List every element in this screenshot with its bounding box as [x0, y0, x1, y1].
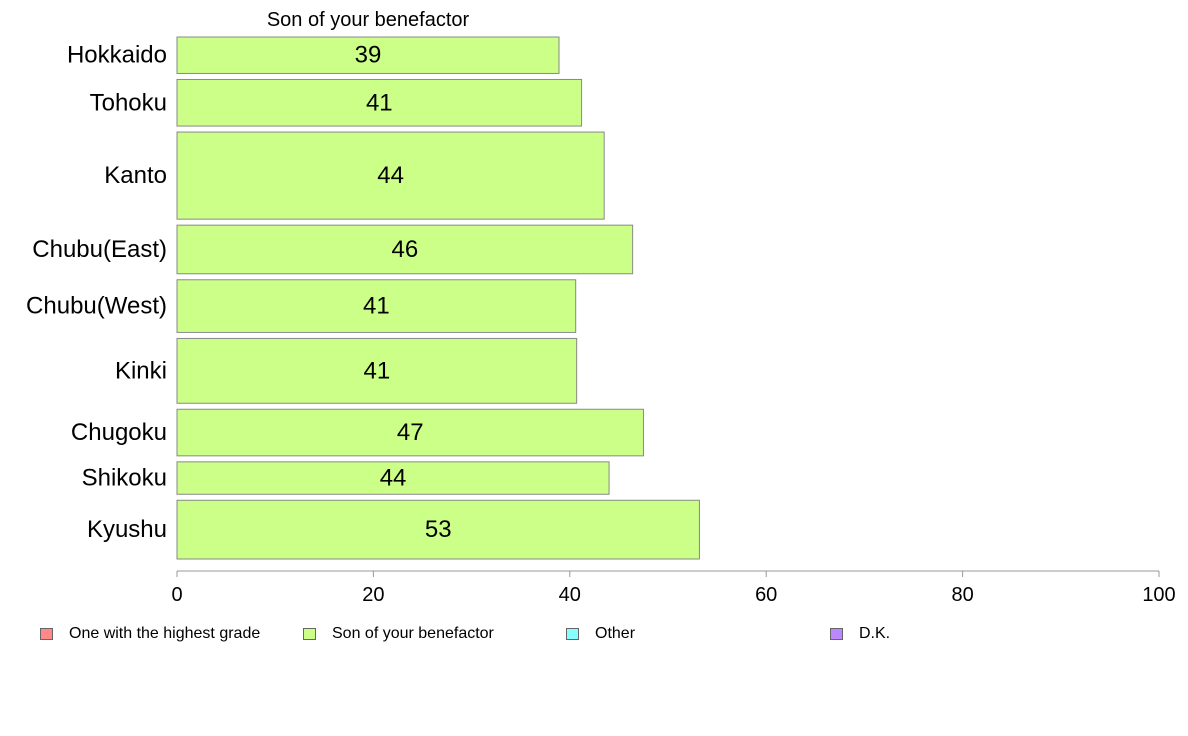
- x-tick-label-20: 20: [362, 584, 384, 606]
- category-label-shikoku: Shikoku: [82, 465, 167, 492]
- data-label-shikoku: 44: [380, 465, 407, 492]
- category-label-chugoku: Chugoku: [71, 419, 167, 446]
- bar-hokkaido: [176, 36, 560, 74]
- data-label-tohoku: 41: [366, 89, 393, 116]
- legend-label-highest-grade: One with the highest grade: [69, 625, 261, 642]
- legend-item-dk: D.K.: [830, 622, 890, 646]
- data-label-hokkaido: 39: [355, 42, 382, 69]
- legend-swatch-son-of-benefactor: [303, 628, 316, 640]
- category-label-chubu-west: Chubu(West): [26, 293, 167, 320]
- bar-kanto: [176, 131, 605, 220]
- x-tick-label-40: 40: [559, 584, 581, 606]
- data-label-kinki: 41: [363, 357, 390, 384]
- legend-swatch-other: [566, 628, 579, 640]
- x-tick-label-80: 80: [951, 584, 973, 606]
- category-label-hokkaido: Hokkaido: [67, 42, 167, 69]
- legend-swatch-highest-grade: [40, 628, 53, 640]
- data-label-kyushu: 53: [425, 516, 452, 543]
- legend: One with the highest grade Son of your b…: [0, 622, 1188, 646]
- x-tick-label-60: 60: [755, 584, 777, 606]
- x-tick-label-100: 100: [1142, 584, 1175, 606]
- bar-kyushu: [176, 499, 700, 560]
- legend-label-other: Other: [595, 625, 636, 642]
- bar-chubu-east: [176, 224, 634, 275]
- bar-tohoku: [176, 78, 583, 127]
- bar-shikoku: [176, 461, 610, 495]
- legend-item-other: Other: [566, 622, 635, 646]
- data-label-chubu-west: 41: [363, 293, 390, 320]
- legend-swatch-dk: [830, 628, 843, 640]
- data-label-kanto: 44: [377, 162, 404, 189]
- chart-title: Son of your benefactor: [267, 9, 470, 31]
- legend-item-son-of-benefactor: Son of your benefactor: [303, 622, 494, 646]
- category-label-kanto: Kanto: [104, 162, 167, 189]
- category-label-kyushu: Kyushu: [87, 516, 167, 543]
- category-label-chubu-east: Chubu(East): [32, 236, 167, 263]
- bars-group: Hokkaido 39 Tohoku 41 Kanto 44 Chubu(East) 46 Ch…: [26, 36, 700, 560]
- legend-item-highest-grade: One with the highest grade: [40, 622, 260, 646]
- legend-label-son-of-benefactor: Son of your benefactor: [332, 625, 494, 642]
- bar-kinki: [176, 337, 578, 404]
- bar-chart: Son of your benefactor Hokkaido 39 Tohoku 4…: [26, 9, 1176, 606]
- data-label-chugoku: 47: [397, 419, 424, 446]
- x-tick-label-0: 0: [171, 584, 182, 606]
- category-label-tohoku: Tohoku: [90, 89, 167, 116]
- bar-chugoku: [176, 408, 644, 457]
- x-axis: 0 20 40 60 80 100: [171, 570, 1176, 606]
- data-label-chubu-east: 46: [391, 236, 418, 263]
- bar-chubu-west: [176, 279, 577, 333]
- legend-label-dk: D.K.: [859, 625, 891, 642]
- category-label-kinki: Kinki: [115, 357, 167, 384]
